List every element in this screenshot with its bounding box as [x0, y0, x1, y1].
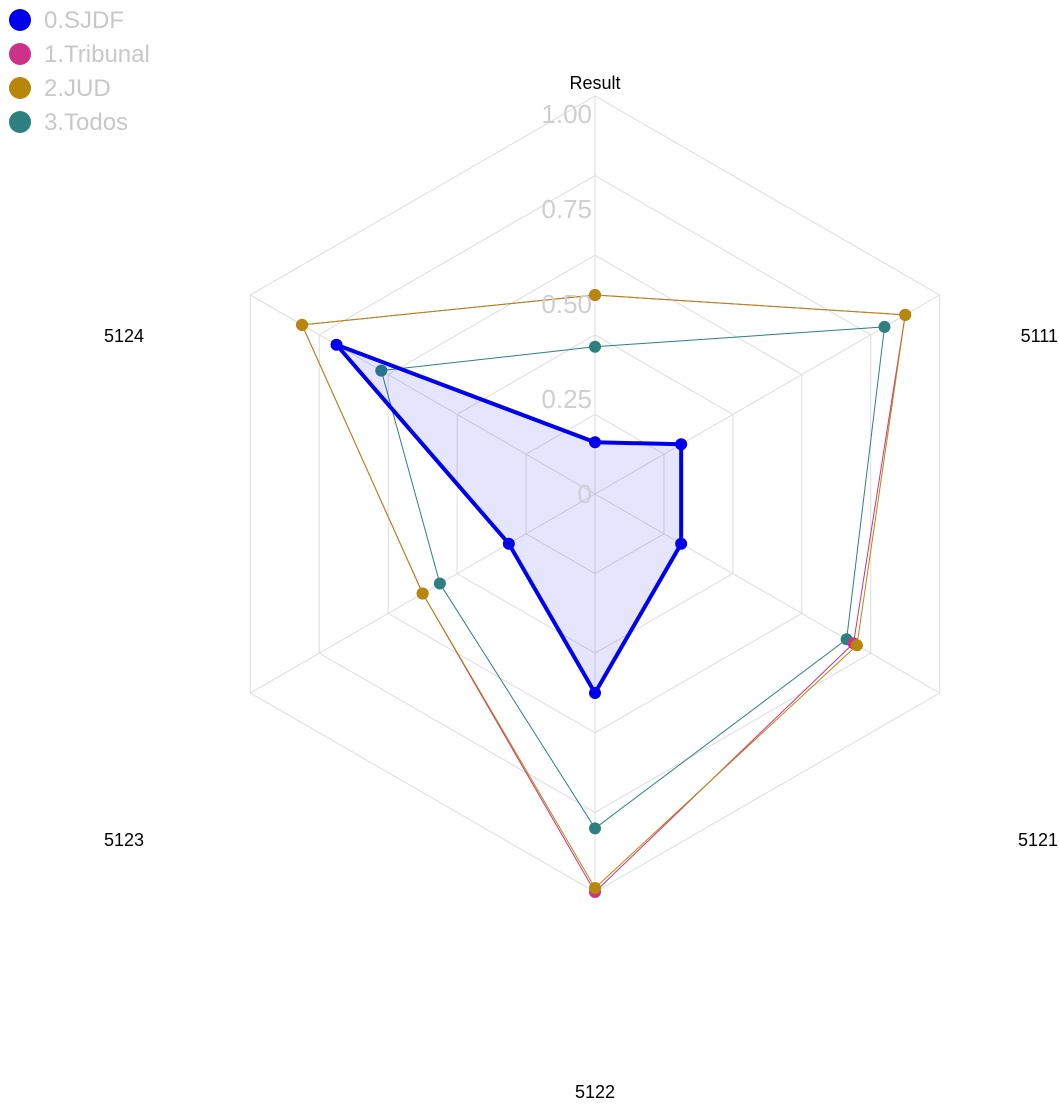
legend-label-2.JUD: 2.JUD: [44, 75, 111, 102]
legend-item-2.JUD: 2.JUD: [9, 75, 111, 102]
legend-item-3.Todos: 3.Todos: [9, 109, 128, 136]
series-3.Todos: [375, 320, 891, 835]
series-0.SJDF: [330, 338, 688, 699]
series-point-0.SJDF-5124: [330, 338, 343, 351]
legend-item-0.SJDF: 0.SJDF: [9, 7, 124, 34]
series-point-0.SJDF-5111: [675, 438, 688, 451]
axis-label-5124: 5124: [104, 326, 144, 346]
legend-item-1.Tribunal: 1.Tribunal: [9, 41, 150, 68]
axis-label-5123: 5123: [104, 830, 144, 850]
legend-label-0.SJDF: 0.SJDF: [44, 7, 124, 34]
series-point-0.SJDF-5121: [675, 537, 688, 550]
series-point-0.SJDF-5122: [589, 687, 601, 699]
legend-swatch-3.Todos: [9, 111, 31, 133]
series-point-2.JUD-5123: [416, 587, 429, 600]
tick-label-1.00: 1.00: [541, 99, 592, 129]
series-point-0.SJDF-5123: [502, 537, 515, 550]
axis-label-5111: 5111: [1021, 326, 1058, 346]
tick-label-0.75: 0.75: [541, 194, 592, 224]
radar-series: [296, 289, 912, 898]
axis-label-5122: 5122: [575, 1082, 615, 1102]
radial-tick-labels: 0 0.25 0.50 0.75 1.00: [541, 99, 592, 509]
legend-swatch-2.JUD: [9, 77, 31, 99]
tick-label-0.50: 0.50: [541, 289, 592, 319]
legend-swatch-0.SJDF: [9, 9, 31, 31]
legend: 0.SJDF 1.Tribunal 2.JUD 3.Todos: [9, 7, 150, 136]
series-2.JUD: [296, 289, 912, 895]
series-point-2.JUD-Result: [589, 289, 601, 301]
series-point-0.SJDF-Result: [589, 436, 601, 449]
series-point-2.JUD-5122: [589, 882, 601, 895]
series-point-2.JUD-5111: [899, 308, 912, 321]
series-point-3.Todos-Result: [589, 340, 601, 353]
series-point-2.JUD-5121: [850, 639, 863, 652]
legend-swatch-1.Tribunal: [9, 43, 31, 65]
series-point-3.Todos-5111: [878, 320, 891, 333]
grid-spoke-5121: [594, 493, 940, 694]
axis-label-5121: 5121: [1018, 830, 1058, 850]
axis-labels: 5111 5121 5122 5123 5124 Result: [104, 73, 1058, 1102]
tick-label-0.25: 0.25: [541, 384, 592, 414]
tick-label-0: 0: [578, 479, 592, 509]
radar-grid: [249, 95, 941, 893]
grid-spoke-5124: [250, 294, 596, 495]
axis-label-Result: Result: [569, 73, 620, 93]
series-point-3.Todos-5123: [433, 577, 446, 590]
legend-label-1.Tribunal: 1.Tribunal: [44, 41, 150, 68]
series-point-2.JUD-5124: [296, 318, 309, 331]
series-point-3.Todos-5124: [375, 364, 388, 377]
series-point-3.Todos-5122: [589, 822, 601, 835]
legend-label-3.Todos: 3.Todos: [44, 109, 128, 136]
